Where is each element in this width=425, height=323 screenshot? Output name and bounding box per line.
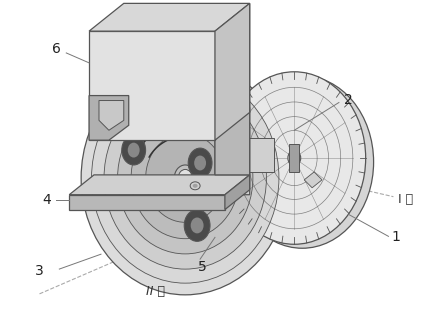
Polygon shape xyxy=(215,3,249,195)
Text: 2: 2 xyxy=(344,92,353,107)
Text: 6: 6 xyxy=(52,42,61,56)
Ellipse shape xyxy=(118,102,253,254)
Ellipse shape xyxy=(128,143,140,158)
Polygon shape xyxy=(289,144,299,172)
Text: I 轴: I 轴 xyxy=(398,193,414,206)
Polygon shape xyxy=(215,108,249,175)
Ellipse shape xyxy=(184,210,210,241)
Ellipse shape xyxy=(288,150,301,166)
Ellipse shape xyxy=(91,73,279,283)
Ellipse shape xyxy=(190,182,200,190)
Ellipse shape xyxy=(191,217,204,234)
Polygon shape xyxy=(69,195,225,210)
Polygon shape xyxy=(235,138,275,172)
Ellipse shape xyxy=(231,76,374,248)
Polygon shape xyxy=(69,175,249,195)
Ellipse shape xyxy=(122,135,146,165)
Polygon shape xyxy=(225,175,249,210)
Polygon shape xyxy=(89,96,129,140)
Polygon shape xyxy=(89,3,249,31)
Text: 4: 4 xyxy=(42,193,51,207)
Ellipse shape xyxy=(178,170,192,186)
Ellipse shape xyxy=(224,138,246,172)
Ellipse shape xyxy=(223,72,366,244)
Ellipse shape xyxy=(188,148,212,178)
Polygon shape xyxy=(215,3,249,140)
Text: II 轴: II 轴 xyxy=(146,285,165,298)
Text: 1: 1 xyxy=(391,230,400,244)
Ellipse shape xyxy=(146,133,225,222)
Ellipse shape xyxy=(104,87,266,269)
Ellipse shape xyxy=(81,61,289,295)
Polygon shape xyxy=(99,100,124,130)
Ellipse shape xyxy=(174,165,196,191)
Ellipse shape xyxy=(194,156,206,171)
Ellipse shape xyxy=(193,184,198,188)
Ellipse shape xyxy=(131,117,239,239)
Polygon shape xyxy=(304,172,322,188)
Polygon shape xyxy=(89,31,215,140)
Text: 5: 5 xyxy=(198,260,207,274)
Text: 3: 3 xyxy=(35,264,44,278)
